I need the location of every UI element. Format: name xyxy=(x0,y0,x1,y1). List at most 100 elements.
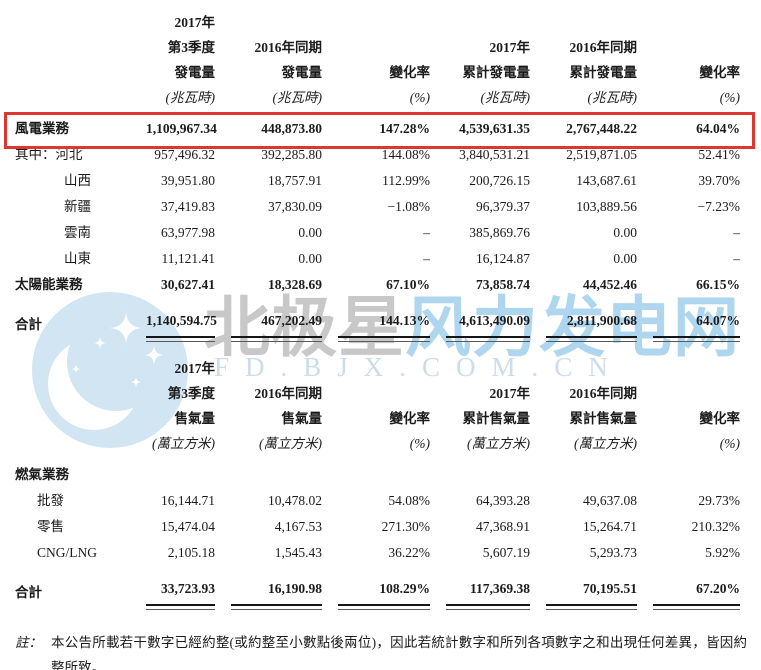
table1-header-2016-period: 2016年同期 發電量 (兆瓦時) xyxy=(215,8,323,116)
table-row: 批發 16,144.71 10,478.02 54.08% 64,393.28 … xyxy=(15,488,740,514)
table-row: 燃氣業務 xyxy=(15,462,740,488)
cell-change2: 64.04% xyxy=(696,121,740,136)
header-unit: (兆瓦時) xyxy=(272,90,323,105)
row-label: 山西 xyxy=(64,173,91,188)
cell-change: 144.13% xyxy=(322,298,430,342)
row-label: 太陽能業務 xyxy=(15,277,83,292)
header-text: 變化率 xyxy=(699,411,741,426)
cell-q3-2017: 37,419.83 xyxy=(161,199,215,214)
row-label: 批發 xyxy=(37,493,64,508)
cell-2016-cumulative: 5,293.73 xyxy=(589,545,637,560)
cell-change: 147.28% xyxy=(379,121,430,136)
cell-2016-cumulative: 15,264.71 xyxy=(583,519,637,534)
cell-2016-cumulative: 0.00 xyxy=(613,225,637,240)
header-text: 2017年 累計售氣量 xyxy=(462,386,531,426)
cell-2016-cumulative: 44,452.46 xyxy=(583,277,637,292)
cell-change: 67.10% xyxy=(386,277,430,292)
cell-change: 54.08% xyxy=(388,493,430,508)
row-label: CNG/LNG xyxy=(37,545,97,560)
table2-header-change2: 變化率 (%) xyxy=(637,354,741,462)
table-row: 風電業務 1,109,967.34 448,873.80 147.28% 4,5… xyxy=(15,116,740,142)
table-row: 零售 15,474.04 4,167.53 271.30% 47,368.91 … xyxy=(15,514,740,540)
cell-2016-period: 448,873.80 xyxy=(261,121,322,136)
header-text: 2017年 第3季度 發電量 xyxy=(167,15,215,80)
row-label: 新疆 xyxy=(64,199,91,214)
table-row: 其中：河北 957,496.32 392,285.80 144.08% 3,84… xyxy=(15,142,740,168)
table1-header-q3-2017: 2017年 第3季度 發電量 (兆瓦時) xyxy=(130,8,216,116)
highlight-box xyxy=(4,112,755,149)
cell-change: 112.99% xyxy=(382,173,430,188)
cell-change2: – xyxy=(733,251,740,266)
cell-change: 271.30% xyxy=(381,519,430,534)
cell-2017-cumulative: 73,858.74 xyxy=(476,277,530,292)
cell-2017-cumulative: 64,393.28 xyxy=(476,493,530,508)
footnote-text: 本公告所載若干數字已經約整(或約整至小數點後兩位)，因此若統計數字和所列各項數字… xyxy=(51,635,747,670)
cell-2017-cumulative xyxy=(430,462,530,488)
cell-2016-cumulative: 0.00 xyxy=(613,251,637,266)
table2-header-2017-cumulative: 2017年 累計售氣量 (萬立方米) xyxy=(430,354,531,462)
cell-2016-cumulative: 103,889.56 xyxy=(576,199,637,214)
cell-2016-period: 16,190.98 xyxy=(215,566,322,610)
header-unit: (萬立方米) xyxy=(152,436,215,451)
header-text: 2016年同期 發電量 xyxy=(254,40,323,80)
header-unit: (兆瓦時) xyxy=(165,90,216,105)
cell-2016-cumulative: 2,519,871.05 xyxy=(566,147,637,162)
table2-header-q3-2017: 2017年 第3季度 售氣量 (萬立方米) xyxy=(130,354,215,462)
cell-change2: 67.20% xyxy=(637,566,740,610)
table-row: CNG/LNG 2,105.18 1,545.43 36.22% 5,607.1… xyxy=(15,540,740,566)
cell-change2 xyxy=(637,462,740,488)
header-unit: (萬立方米) xyxy=(467,436,530,451)
cell-2017-cumulative: 5,607.19 xyxy=(482,545,530,560)
table1-header-change2: 變化率 (%) xyxy=(637,8,741,116)
table-row: 雲南 63,977.98 0.00 – 385,869.76 0.00 – xyxy=(15,220,740,246)
cell-2016-cumulative: 49,637.08 xyxy=(583,493,637,508)
header-unit: (%) xyxy=(409,436,430,451)
table1-header-2016-cumulative: 2016年同期 累計發電量 (兆瓦時) xyxy=(530,8,638,116)
cell-change2: 210.32% xyxy=(691,519,740,534)
cell-change: – xyxy=(423,225,430,240)
cell-2016-cumulative: 2,811,900.68 xyxy=(530,298,637,342)
header-text: 2016年同期 累計發電量 xyxy=(569,40,638,80)
gas-sales-table: 2017年 第3季度 售氣量 (萬立方米) 2016年同期 售氣量 (萬立方米) 變… xyxy=(15,354,740,610)
cell-change2: 66.15% xyxy=(696,277,740,292)
header-text: 2016年同期 售氣量 xyxy=(254,386,323,426)
cell-2016-cumulative xyxy=(530,462,637,488)
cell-change2: 39.70% xyxy=(698,173,740,188)
cell-q3-2017: 15,474.04 xyxy=(161,519,215,534)
header-text: 2017年 第3季度 售氣量 xyxy=(167,361,215,426)
cell-q3-2017 xyxy=(130,462,215,488)
cell-2016-period: 10,478.02 xyxy=(268,493,322,508)
cell-change: 108.29% xyxy=(322,566,430,610)
cell-2017-cumulative: 47,368.91 xyxy=(476,519,530,534)
table1-header-change: 變化率 (%) xyxy=(322,8,431,116)
table-row: 新疆 37,419.83 37,830.09 −1.08% 96,379.37 … xyxy=(15,194,740,220)
row-label: 山東 xyxy=(64,251,91,266)
watermark-domain-text: FD.BJX.COM.CN xyxy=(214,352,624,382)
cell-change2: 29.73% xyxy=(698,493,740,508)
cell-2017-cumulative: 200,726.15 xyxy=(469,173,530,188)
cell-2017-cumulative: 16,124.87 xyxy=(476,251,530,266)
cell-change2: 5.92% xyxy=(705,545,740,560)
table-row: 山東 11,121.41 0.00 – 16,124.87 0.00 – xyxy=(15,246,740,272)
row-label: 零售 xyxy=(37,519,64,534)
cell-change: −1.08% xyxy=(387,199,430,214)
row-label: 合計 xyxy=(15,317,42,332)
cell-2016-period: 1,545.43 xyxy=(274,545,322,560)
cell-change2: – xyxy=(733,225,740,240)
cell-change: 144.08% xyxy=(381,147,430,162)
row-label: 雲南 xyxy=(64,225,91,240)
cell-q3-2017: 63,977.98 xyxy=(161,225,215,240)
cell-2017-cumulative: 4,539,631.35 xyxy=(459,121,530,136)
cell-2017-cumulative: 3,840,531.21 xyxy=(459,147,530,162)
cell-2016-period: 18,328.69 xyxy=(268,277,322,292)
power-generation-table: 2017年 第3季度 發電量 (兆瓦時) 2016年同期 發電量 (兆瓦時) 變化率… xyxy=(15,8,740,342)
cell-2016-period: 392,285.80 xyxy=(261,147,322,162)
cell-2016-period: 37,830.09 xyxy=(268,199,322,214)
cell-q3-2017: 1,140,594.75 xyxy=(130,298,217,342)
row-label: 燃氣業務 xyxy=(15,467,69,482)
header-unit: (萬立方米) xyxy=(574,436,637,451)
header-unit: (兆瓦時) xyxy=(480,90,531,105)
header-unit: (兆瓦時) xyxy=(587,90,638,105)
cell-2016-period: 18,757.91 xyxy=(268,173,322,188)
